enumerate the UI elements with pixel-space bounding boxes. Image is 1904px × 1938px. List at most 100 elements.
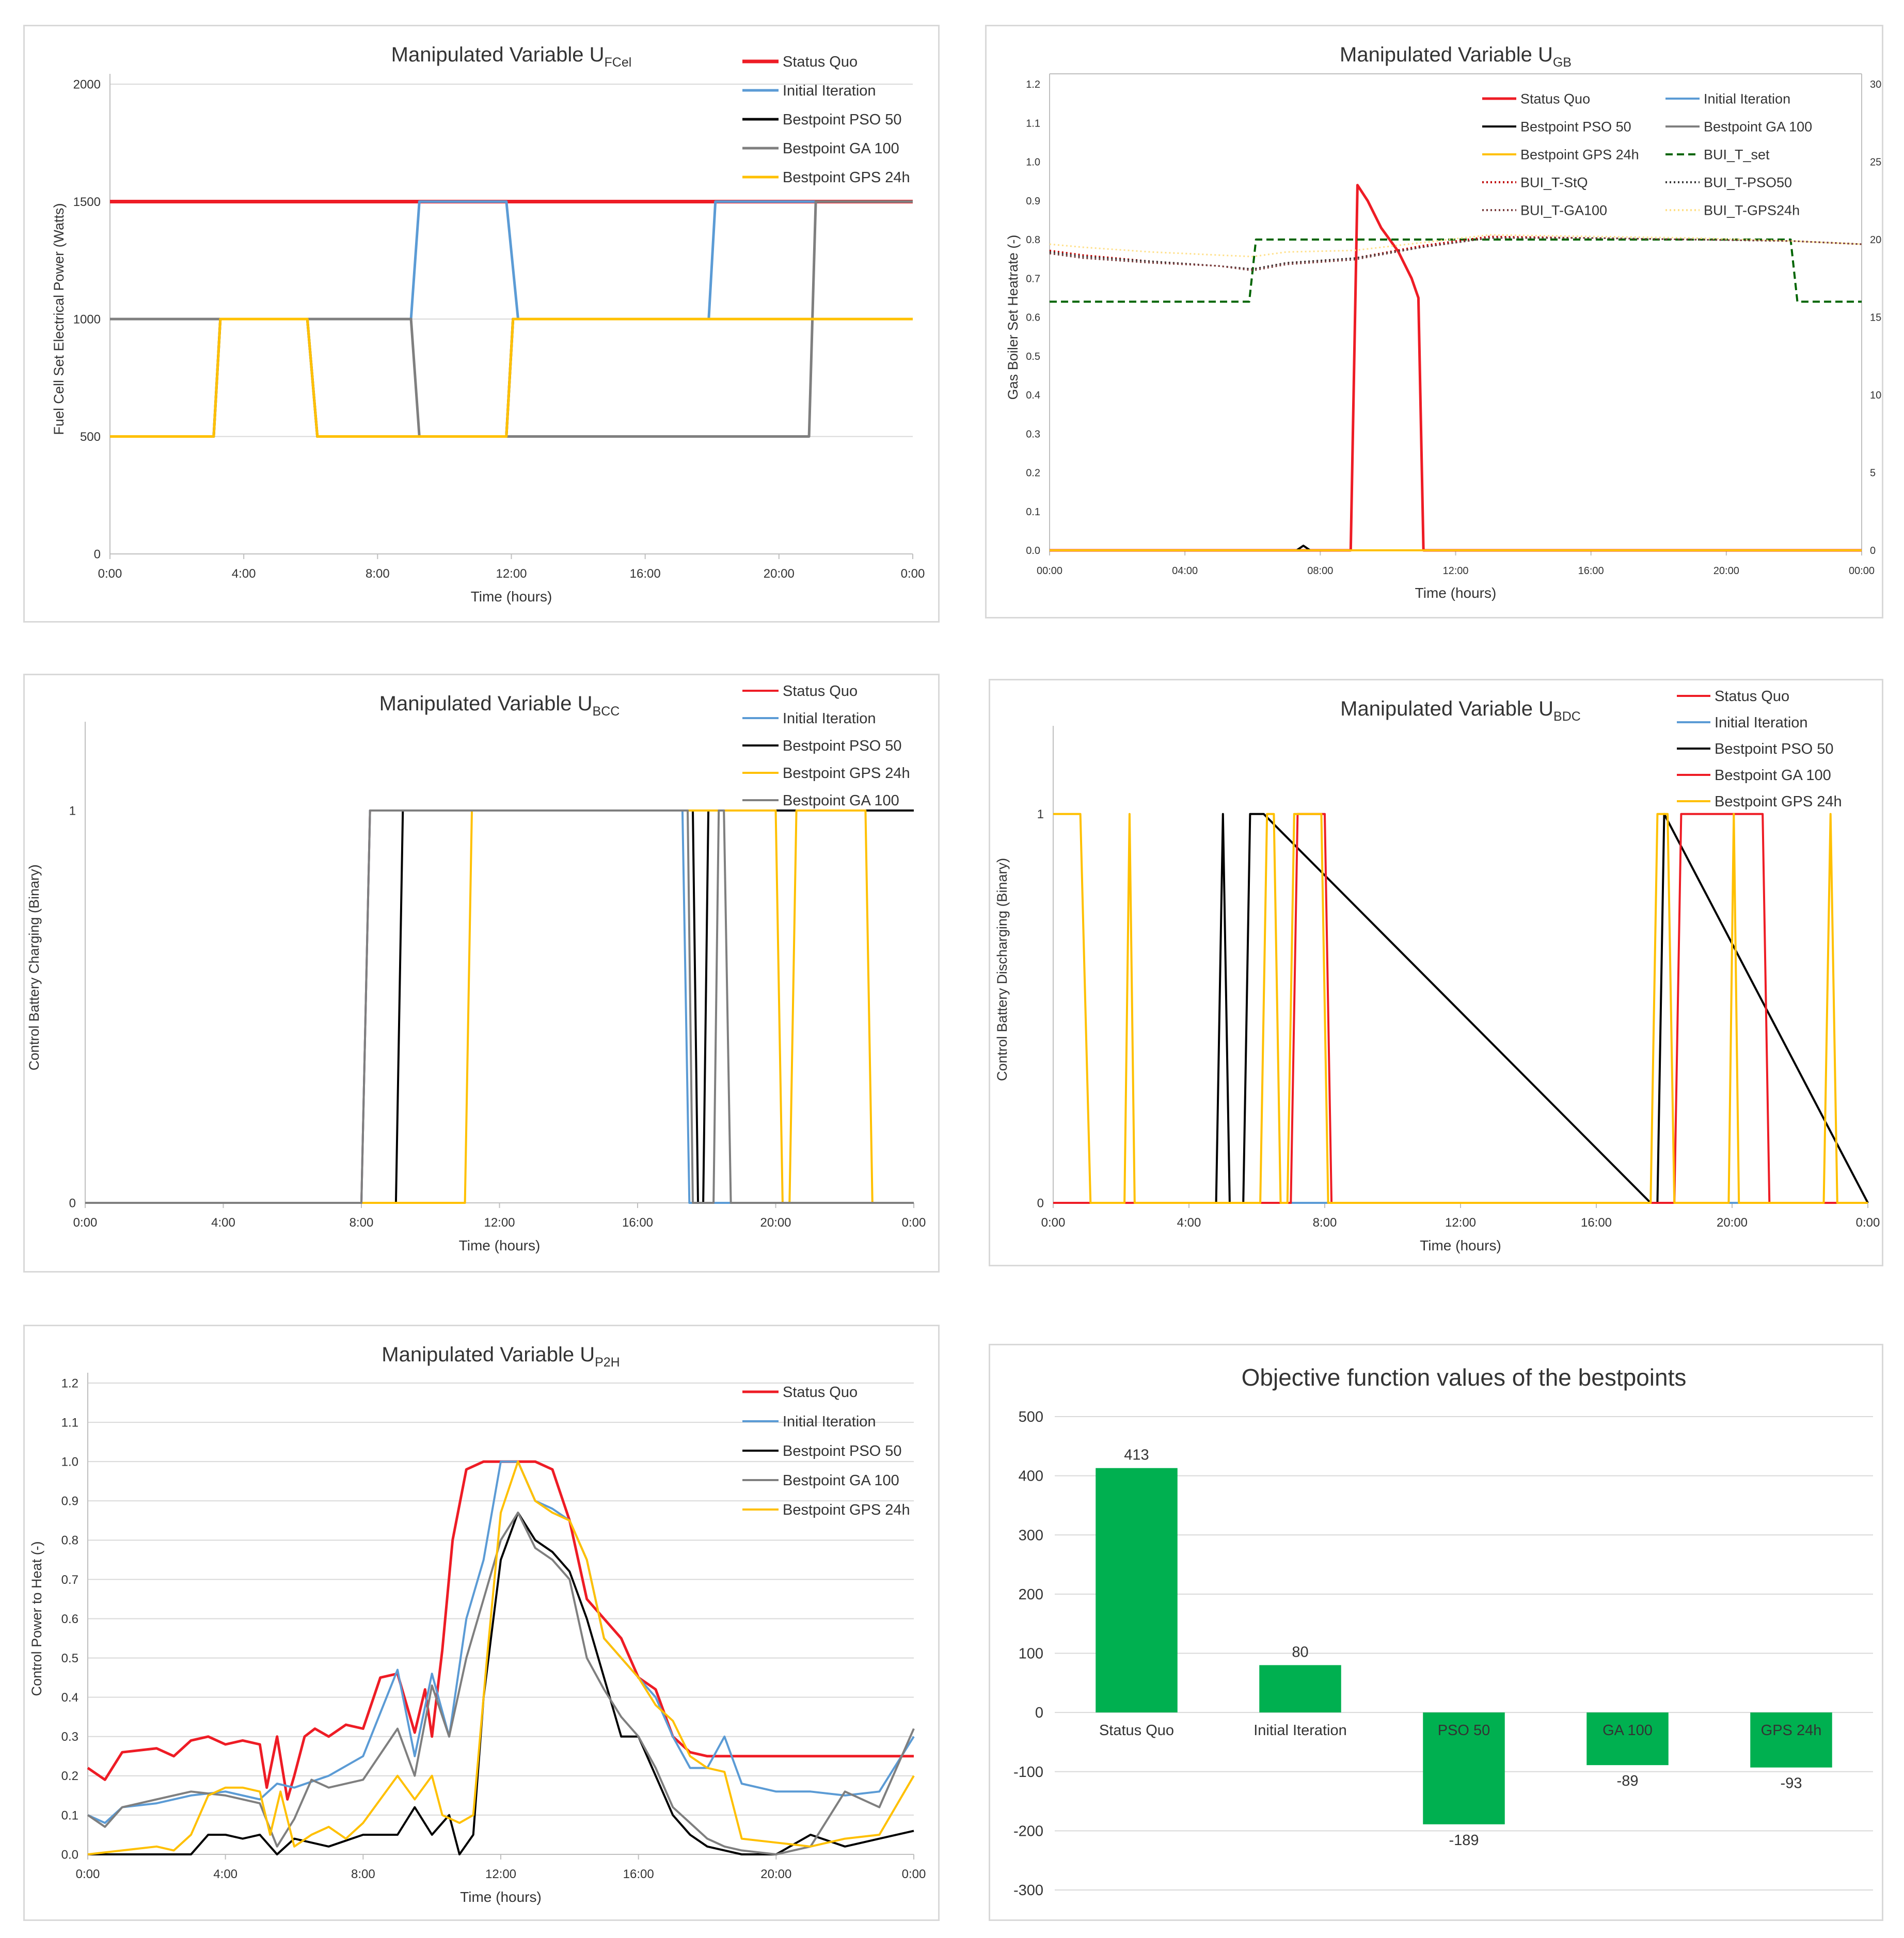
x-tick-label: 8:00 — [350, 1216, 374, 1230]
x-tick-label: 0:00 — [1041, 1216, 1066, 1230]
x-tick-label: 4:00 — [213, 1867, 237, 1881]
series-line-bui-t-gps24h — [1049, 234, 1862, 258]
x-tick-label: 0:00 — [73, 1216, 98, 1230]
legend-label: Initial Iteration — [783, 710, 876, 727]
y-tick-label: 0.0 — [1026, 545, 1040, 557]
y-tick-label: 1 — [69, 804, 76, 818]
chart-gas-boiler: Manipulated Variable UGB 0.0 0.1 0.2 0.3 0.4 0… — [985, 25, 1883, 618]
legend-label: Bestpoint PSO 50 — [783, 1443, 902, 1459]
y-tick-label: 500 — [1019, 1409, 1043, 1425]
legend-label: Initial Iteration — [783, 83, 876, 99]
legend-label: BUI_T-PSO50 — [1704, 174, 1792, 190]
chart-objective-values: Objective function values of the bestpoi… — [989, 1344, 1883, 1921]
chart-power-to-heat-svg: Manipulated Variable UP2H 0.0 0.1 0.2 0.3 0.4… — [29, 1343, 926, 1905]
chart-battery-charging: Manipulated Variable UBCC 0 1 0:00 4:00 8:00 1… — [23, 674, 940, 1273]
x-axis-label: Time (hours) — [1420, 1237, 1501, 1253]
legend-label: BUI_T-StQ — [1520, 174, 1588, 190]
legend-label: Bestpoint PSO 50 — [783, 738, 902, 754]
bar-value-label: -93 — [1781, 1775, 1802, 1792]
chart-title-subscript: FCel — [605, 55, 632, 70]
y-tick-label: 500 — [80, 430, 101, 444]
category-label: PSO 50 — [1438, 1722, 1490, 1739]
chart-title-main: Manipulated Variable U — [1340, 43, 1553, 66]
x-tick-label: 0:00 — [76, 1867, 100, 1881]
y-tick-label: 0.5 — [61, 1651, 78, 1665]
legend-label: BUI_T_set — [1704, 147, 1770, 162]
bar-gps-24h — [1750, 1712, 1832, 1768]
category-label: GPS 24h — [1761, 1722, 1822, 1739]
x-tick-label: 4:00 — [211, 1216, 235, 1230]
y-tick-label: -200 — [1013, 1823, 1043, 1839]
y-tick-label: 2000 — [73, 77, 101, 91]
y-tick-label: 0.6 — [61, 1612, 78, 1626]
x-tick-label: 04:00 — [1172, 565, 1198, 577]
y-tick-label: 0.8 — [61, 1534, 78, 1548]
bar-value-label: 413 — [1124, 1447, 1149, 1464]
y-tick-label: 0 — [1037, 1196, 1044, 1210]
x-tick-label: 08:00 — [1307, 565, 1333, 577]
y-tick-label: 1000 — [73, 312, 101, 326]
bar-value-label: -89 — [1617, 1773, 1639, 1789]
x-tick-label: 20:00 — [760, 1867, 791, 1881]
y-tick-label: 1.2 — [1026, 79, 1040, 90]
chart-fuel-cell: Manipulated Variable UFCel 0 500 1000 1500 20… — [23, 25, 940, 623]
legend-label: Bestpoint GA 100 — [783, 1472, 899, 1489]
legend-label: Initial Iteration — [1704, 91, 1790, 106]
category-label: GA 100 — [1602, 1722, 1653, 1739]
bar-initial-iteration — [1259, 1665, 1341, 1713]
bar-value-label: 80 — [1292, 1644, 1308, 1660]
y-tick-label: 0.9 — [1026, 196, 1040, 207]
x-tick-label: 8:00 — [351, 1867, 375, 1881]
y-tick-label: 1 — [1037, 807, 1044, 821]
y-tick-label: 0.7 — [1026, 273, 1040, 284]
chart-fuel-cell-svg: Manipulated Variable UFCel 0 500 1000 1500 20… — [51, 43, 925, 605]
y-tick-label: 0.1 — [1026, 506, 1040, 518]
x-tick-label: 4:00 — [232, 567, 256, 581]
x-tick-label: 20:00 — [764, 567, 795, 581]
y2-tick-label: 10 — [1870, 390, 1881, 401]
series-line-bestpoint-gps-24h — [1053, 813, 1868, 1204]
chart-title-subscript: BCC — [593, 704, 620, 719]
x-axis-label: Time (hours) — [1415, 585, 1497, 601]
y-tick-label: 1.0 — [61, 1455, 78, 1469]
x-tick-label: 8:00 — [1313, 1216, 1337, 1230]
legend-label: Status Quo — [783, 683, 858, 700]
bar-value-label: -189 — [1449, 1832, 1479, 1849]
series-line-status-quo — [1050, 184, 1862, 552]
legend-label: Bestpoint PSO 50 — [1520, 119, 1631, 134]
legend-label: Bestpoint PSO 50 — [783, 112, 902, 128]
x-tick-label: 0:00 — [901, 567, 925, 581]
category-label: Initial Iteration — [1254, 1722, 1347, 1739]
chart-gas-boiler-svg: Manipulated Variable UGB 0.0 0.1 0.2 0.3 0.4 0… — [1005, 43, 1881, 601]
x-axis-label: Time (hours) — [471, 589, 552, 605]
x-tick-label: 20:00 — [1717, 1216, 1748, 1230]
legend-label: Bestpoint GPS 24h — [1715, 793, 1842, 810]
chart-title: Manipulated Variable UGB — [1340, 43, 1572, 70]
legend-label: Status Quo — [783, 54, 858, 70]
series-line-bestpoint-gps-24h — [110, 317, 913, 438]
chart-battery-discharging-svg: Manipulated Variable UBDC 0 1 0:00 4:00 8:00 1… — [994, 688, 1880, 1253]
x-tick-label: 16:00 — [1578, 565, 1604, 577]
chart-title-subscript: BDC — [1553, 709, 1581, 724]
y-tick-label: 100 — [1019, 1646, 1043, 1662]
x-axis-label: Time (hours) — [460, 1889, 542, 1905]
y-axis-label: Control Battery Charging (Binary) — [26, 864, 42, 1070]
chart-title: Manipulated Variable UFCel — [391, 43, 632, 70]
x-axis-label: Time (hours) — [459, 1237, 541, 1253]
legend-label: Bestpoint GPS 24h — [1520, 147, 1639, 162]
x-tick-label: 00:00 — [1849, 565, 1875, 577]
series-line-status-quo — [85, 809, 914, 1204]
legend-label: Status Quo — [783, 1384, 858, 1401]
y-tick-label: 300 — [1019, 1527, 1043, 1544]
x-tick-label: 12:00 — [484, 1216, 515, 1230]
chart-title-main: Manipulated Variable U — [379, 692, 593, 715]
chart-title-main: Manipulated Variable U — [1340, 697, 1553, 720]
legend-label: Bestpoint GA 100 — [1715, 767, 1831, 784]
chart-title: Manipulated Variable UBDC — [1340, 697, 1581, 724]
x-tick-label: 16:00 — [630, 567, 661, 581]
y-tick-label: 1.1 — [61, 1416, 78, 1429]
series-line-bui-t-pso50 — [1049, 237, 1862, 270]
series-line-bui-t-set — [1050, 239, 1862, 303]
y-tick-label: 0 — [1035, 1705, 1043, 1721]
x-tick-label: 12:00 — [1442, 565, 1468, 577]
